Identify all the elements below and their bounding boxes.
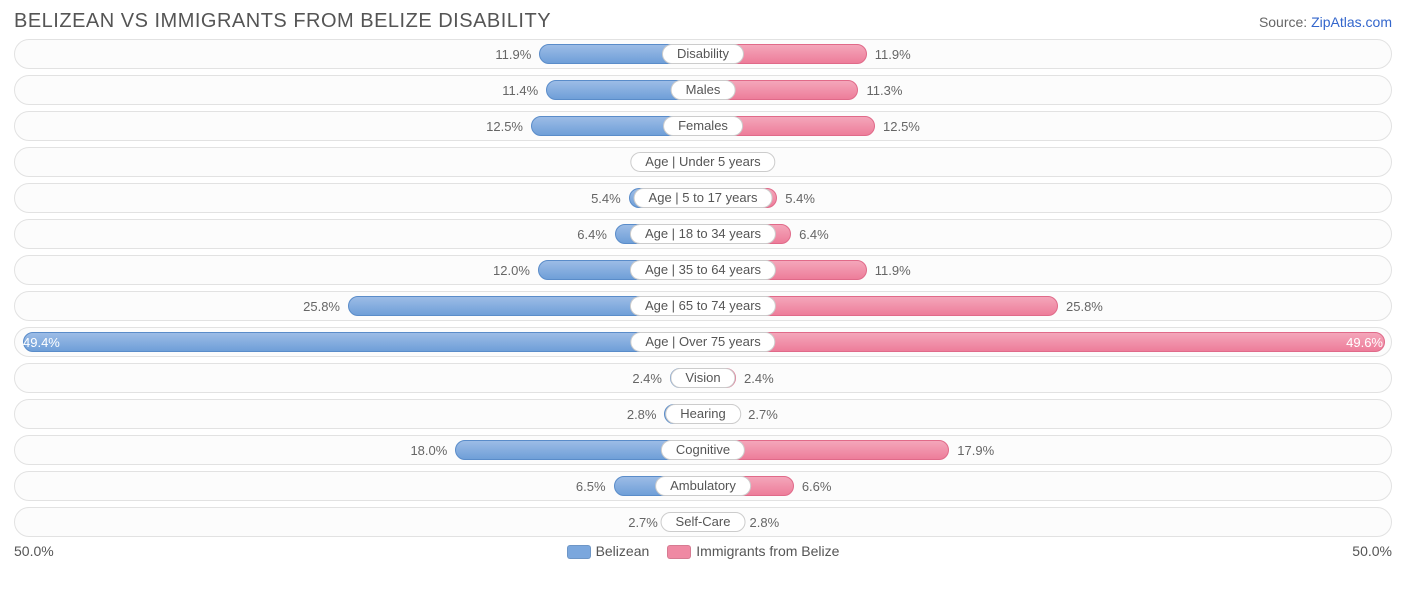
value-label-left: 5.4% <box>591 184 621 214</box>
axis-max-left: 50.0% <box>14 543 94 559</box>
legend-label-left: Belizean <box>596 543 650 559</box>
value-label-right: 2.4% <box>744 364 774 394</box>
value-label-right: 2.8% <box>750 508 780 538</box>
chart-row: 11.9% 11.9% Disability <box>14 39 1392 69</box>
chart-row: 1.2%1.1%Age | Under 5 years <box>14 147 1392 177</box>
value-label-right: 11.9% <box>875 256 911 286</box>
value-label-left: 2.4% <box>632 364 662 394</box>
bar-right <box>703 332 1385 352</box>
chart-row: 2.7% 2.8%Self-Care <box>14 507 1392 537</box>
value-label-left: 6.5% <box>576 472 606 502</box>
legend-item-left: Belizean <box>567 543 650 559</box>
chart-header: BELIZEAN VS IMMIGRANTS FROM BELIZE DISAB… <box>14 10 1392 33</box>
value-label-right: 17.9% <box>957 436 994 466</box>
value-label-left: 12.5% <box>486 112 523 142</box>
value-label-right: 6.4% <box>799 220 829 250</box>
chart-title: BELIZEAN VS IMMIGRANTS FROM BELIZE DISAB… <box>14 10 551 33</box>
chart-source: Source: ZipAtlas.com <box>1259 14 1392 30</box>
chart-row: 6.4% 6.4% Age | 18 to 34 years <box>14 219 1392 249</box>
category-label: Cognitive <box>661 440 745 460</box>
value-label-left: 2.8% <box>627 400 657 430</box>
axis-max-right: 50.0% <box>1312 543 1392 559</box>
chart-row: 18.0% 17.9% Cognitive <box>14 435 1392 465</box>
value-label-right: 2.7% <box>748 400 778 430</box>
chart-row: 2.4% 2.4% Vision <box>14 363 1392 393</box>
value-label-left: 6.4% <box>577 220 607 250</box>
legend-item-right: Immigrants from Belize <box>667 543 839 559</box>
value-label-left: 2.7% <box>628 508 658 538</box>
category-label: Age | 35 to 64 years <box>630 260 776 280</box>
chart-row: 11.4% 11.3% Males <box>14 75 1392 105</box>
value-label-left: 11.9% <box>495 40 531 70</box>
source-link[interactable]: ZipAtlas.com <box>1311 14 1392 30</box>
category-label: Age | 18 to 34 years <box>630 224 776 244</box>
value-label-right: 12.5% <box>883 112 920 142</box>
value-label-left: 18.0% <box>410 436 447 466</box>
value-label-left: 12.0% <box>493 256 530 286</box>
category-label: Females <box>663 116 743 136</box>
category-label: Hearing <box>665 404 741 424</box>
source-prefix: Source: <box>1259 14 1311 30</box>
chart-row: 49.4% 49.6% Age | Over 75 years <box>14 327 1392 357</box>
chart-row: 25.8% 25.8% Age | 65 to 74 years <box>14 291 1392 321</box>
category-label: Self-Care <box>661 512 746 532</box>
value-label-right: 5.4% <box>785 184 815 214</box>
chart-row: 12.0% 11.9% Age | 35 to 64 years <box>14 255 1392 285</box>
value-label-right: 6.6% <box>802 472 832 502</box>
value-label-right: 11.9% <box>875 40 911 70</box>
value-label-left: 11.4% <box>502 76 538 106</box>
category-label: Disability <box>662 44 744 64</box>
chart-footer: 50.0% Belizean Immigrants from Belize 50… <box>14 543 1392 559</box>
legend: Belizean Immigrants from Belize <box>567 543 840 559</box>
legend-swatch-right <box>667 545 691 559</box>
category-label: Vision <box>670 368 735 388</box>
category-label: Age | 5 to 17 years <box>634 188 773 208</box>
legend-label-right: Immigrants from Belize <box>696 543 839 559</box>
value-label-right: 25.8% <box>1066 292 1103 322</box>
value-label-left: 49.4% <box>15 328 68 358</box>
category-label: Males <box>671 80 736 100</box>
value-label-left: 25.8% <box>303 292 340 322</box>
category-label: Age | Over 75 years <box>630 332 775 352</box>
legend-swatch-left <box>567 545 591 559</box>
bar-left <box>23 332 703 352</box>
chart-row: 6.5% 6.6% Ambulatory <box>14 471 1392 501</box>
category-label: Ambulatory <box>655 476 751 496</box>
chart-row: 5.4% 5.4% Age | 5 to 17 years <box>14 183 1392 213</box>
category-label: Age | Under 5 years <box>630 152 775 172</box>
chart-row: 12.5% 12.5% Females <box>14 111 1392 141</box>
category-label: Age | 65 to 74 years <box>630 296 776 316</box>
chart-row: 2.8% 2.7% Hearing <box>14 399 1392 429</box>
diverging-bar-chart: 11.9% 11.9% Disability 11.4% 11.3% Males 12.5%… <box>14 39 1392 537</box>
value-label-right: 11.3% <box>866 76 902 106</box>
value-label-right: 49.6% <box>1338 328 1391 358</box>
